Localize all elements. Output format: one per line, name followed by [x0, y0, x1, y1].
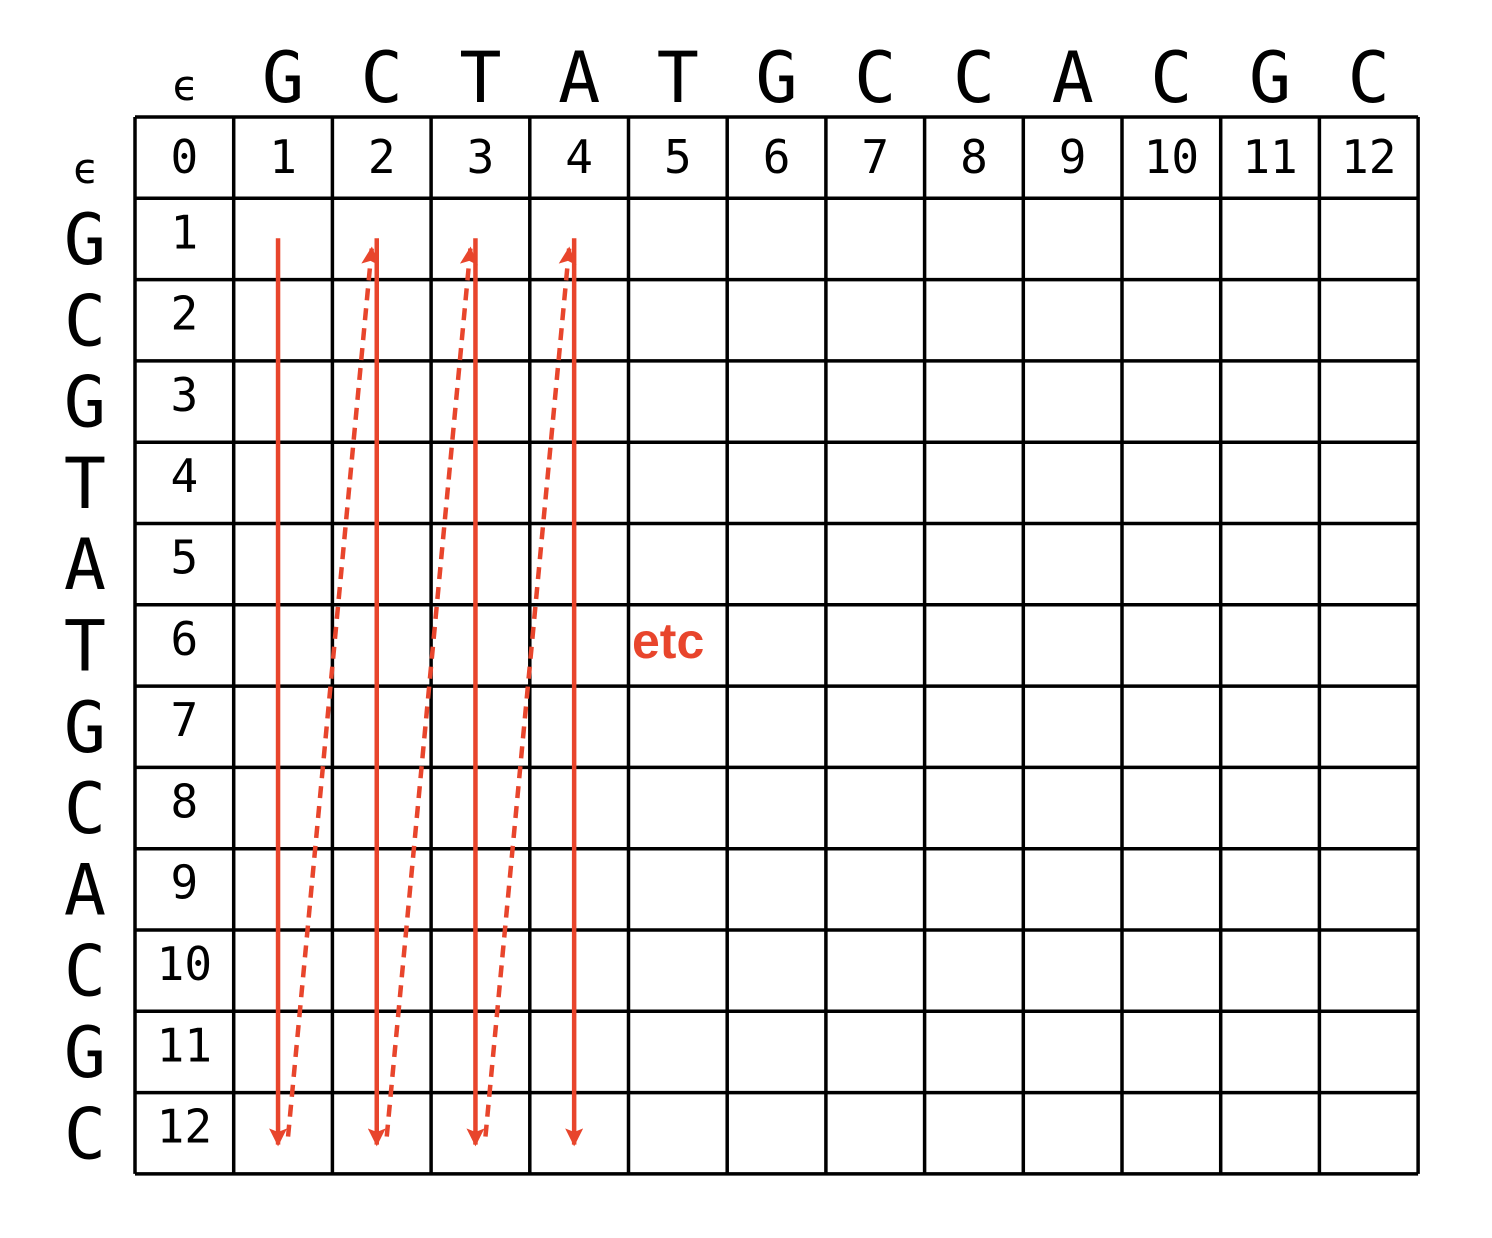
column-index-labels: 0 1 2 3 4 5 6 7 8 9 10 11 12	[170, 130, 1396, 184]
left-sequence-letter: G	[64, 687, 106, 769]
row-index-label: 6	[170, 612, 198, 666]
column-index-label: 9	[1059, 130, 1087, 184]
left-sequence-letter: C	[64, 931, 106, 1013]
left-sequence-letter: A	[64, 524, 106, 606]
top-sequence-letter: C	[854, 37, 896, 119]
row-index-label: 9	[170, 856, 198, 910]
row-index-label: 1	[170, 205, 198, 259]
left-sequence-letter: G	[64, 1012, 106, 1094]
row-index-label: 8	[170, 774, 198, 828]
top-epsilon-label: ϵ	[172, 61, 197, 110]
column-index-label: 8	[960, 130, 988, 184]
row-index-label: 2	[170, 287, 198, 341]
column-index-label: 7	[861, 130, 889, 184]
etc-annotation: etc	[632, 613, 704, 669]
top-epsilon-text: ϵ	[172, 61, 197, 110]
row-index-label: 3	[170, 368, 198, 422]
left-sequence-letter: C	[64, 768, 106, 850]
top-sequence-letter: C	[361, 37, 403, 119]
return-arrow	[285, 246, 380, 1137]
column-index-label: 3	[467, 130, 495, 184]
return-arrow	[384, 246, 478, 1137]
top-sequence-letter: G	[262, 37, 304, 119]
return-arrow	[483, 246, 577, 1137]
column-index-label: 4	[565, 130, 593, 184]
top-sequence-letter: A	[558, 37, 600, 119]
left-epsilon-label: ϵ	[72, 144, 97, 193]
row-index-label: 12	[157, 1100, 212, 1154]
top-sequence-letter: T	[459, 37, 501, 119]
column-index-label: 12	[1341, 130, 1396, 184]
column-index-label: 2	[368, 130, 396, 184]
left-sequence-letter: C	[64, 1093, 106, 1175]
column-index-label: 6	[763, 130, 791, 184]
top-sequence-letter: G	[1249, 37, 1291, 119]
left-sequence-letter: G	[64, 362, 106, 444]
column-shadow-bands	[279, 252, 592, 1163]
top-sequence-letter: C	[953, 37, 995, 119]
column-index-label: 10	[1144, 130, 1199, 184]
left-sequence-letter: A	[64, 849, 106, 931]
fill-order-arrows	[269, 238, 584, 1147]
top-sequence-letter: C	[1348, 37, 1390, 119]
top-sequence-letter: G	[755, 37, 797, 119]
left-sequence-letter: T	[64, 443, 106, 525]
row-index-label: 4	[170, 449, 198, 503]
left-sequence-letter: G	[64, 199, 106, 281]
column-index-label: 5	[664, 130, 692, 184]
top-sequence-letter: T	[657, 37, 699, 119]
column-index-label: 0	[170, 130, 198, 184]
left-sequence-letter: C	[64, 280, 106, 362]
row-index-label: 10	[157, 937, 212, 991]
left-sequence-letter: T	[64, 605, 106, 687]
row-index-label: 11	[157, 1018, 212, 1072]
top-sequence-letter: A	[1052, 37, 1094, 119]
top-sequence-letter: C	[1150, 37, 1192, 119]
matrix-grid	[133, 115, 1420, 1176]
row-index-label: 7	[170, 693, 198, 747]
row-index-label: 5	[170, 531, 198, 585]
left-epsilon-text: ϵ	[72, 144, 97, 193]
column-index-label: 1	[269, 130, 297, 184]
column-index-label: 11	[1242, 130, 1297, 184]
